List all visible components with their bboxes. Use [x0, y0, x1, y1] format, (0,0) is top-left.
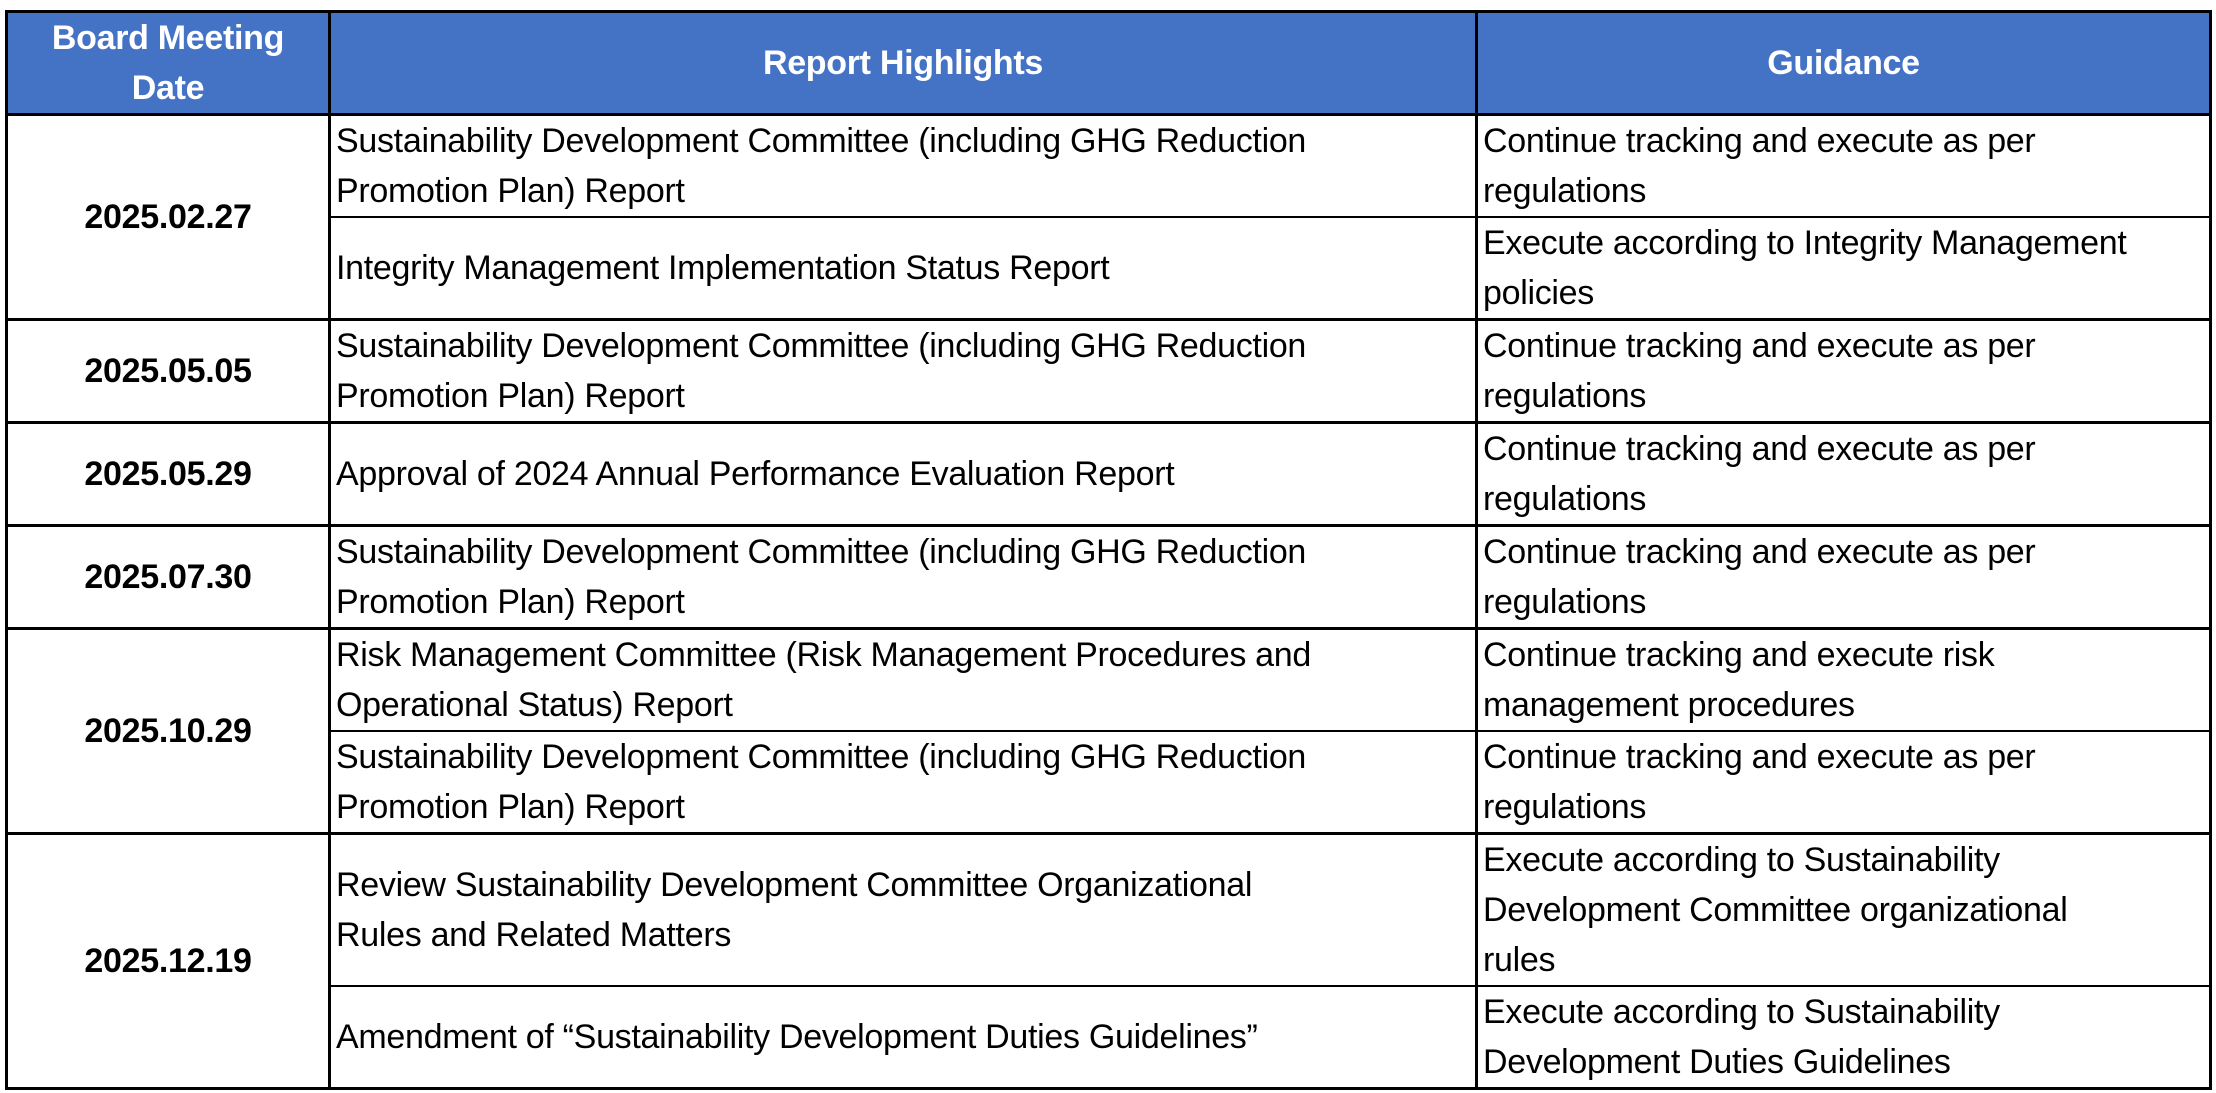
table-row: 2025.12.19 Review Sustainability Developm…: [5, 832, 2212, 1089]
highlight-cell: Sustainability Development Committee (in…: [328, 318, 1478, 423]
table-row: 2025.02.27 Sustainability Development Com…: [5, 113, 2212, 320]
date-cell: 2025.07.30: [5, 524, 331, 629]
guidance-cell: Continue tracking and execute risk manag…: [1475, 627, 2212, 731]
highlight-cell: Approval of 2024 Annual Performance Eval…: [328, 421, 1478, 526]
highlight-cell: Integrity Management Implementation Stat…: [328, 216, 1478, 320]
table-body: 2025.02.27 Sustainability Development Com…: [5, 113, 2212, 1089]
highlight-cell: Sustainability Development Committee (in…: [328, 524, 1478, 629]
date-cell: 2025.05.05: [5, 318, 331, 423]
date-cell: 2025.12.19: [5, 832, 331, 1089]
guidance-cell: Execute according to Sustainability Deve…: [1475, 832, 2212, 986]
date-cell: 2025.05.29: [5, 421, 331, 526]
table-header-row: Board Meeting Date Report Highlights Gui…: [5, 10, 2212, 115]
guidance-cell: Continue tracking and execute as per reg…: [1475, 318, 2212, 423]
guidance-cell: Continue tracking and execute as per reg…: [1475, 113, 2212, 217]
table-row: 2025.07.30 Sustainability Development Com…: [5, 524, 2212, 629]
table-row: 2025.05.29 Approval of 2024 Annual Perfor…: [5, 421, 2212, 526]
table-row: 2025.05.05 Sustainability Development Com…: [5, 318, 2212, 423]
table-row: Sustainability Development Committee (in…: [7, 730, 2212, 834]
highlight-cell: Risk Management Committee (Risk Manageme…: [328, 627, 1478, 731]
header-cell-report-highlights: Report Highlights: [328, 10, 1478, 115]
header-cell-guidance: Guidance: [1475, 10, 2212, 115]
guidance-cell: Continue tracking and execute as per reg…: [1475, 730, 2212, 834]
date-cell: 2025.10.29: [5, 627, 331, 834]
highlight-cell: Amendment of “Sustainability Development…: [328, 985, 1478, 1089]
guidance-cell: Continue tracking and execute as per reg…: [1475, 524, 2212, 629]
table-row: Integrity Management Implementation Stat…: [7, 216, 2212, 320]
highlight-cell: Review Sustainability Development Commit…: [328, 832, 1478, 986]
highlight-cell: Sustainability Development Committee (in…: [328, 730, 1478, 834]
guidance-cell: Execute according to Sustainability Deve…: [1475, 985, 2212, 1089]
table-row: 2025.10.29 Risk Management Committee (Ris…: [5, 627, 2212, 834]
guidance-cell: Continue tracking and execute as per reg…: [1475, 421, 2212, 526]
date-cell: 2025.02.27: [5, 113, 331, 320]
table-row: Amendment of “Sustainability Development…: [7, 985, 2212, 1089]
guidance-cell: Execute according to Integrity Managemen…: [1475, 216, 2212, 320]
highlight-cell: Sustainability Development Committee (in…: [328, 113, 1478, 217]
header-cell-board-meeting-date: Board Meeting Date: [5, 10, 331, 115]
board-meeting-table: Board Meeting Date Report Highlights Gui…: [5, 10, 2212, 1090]
